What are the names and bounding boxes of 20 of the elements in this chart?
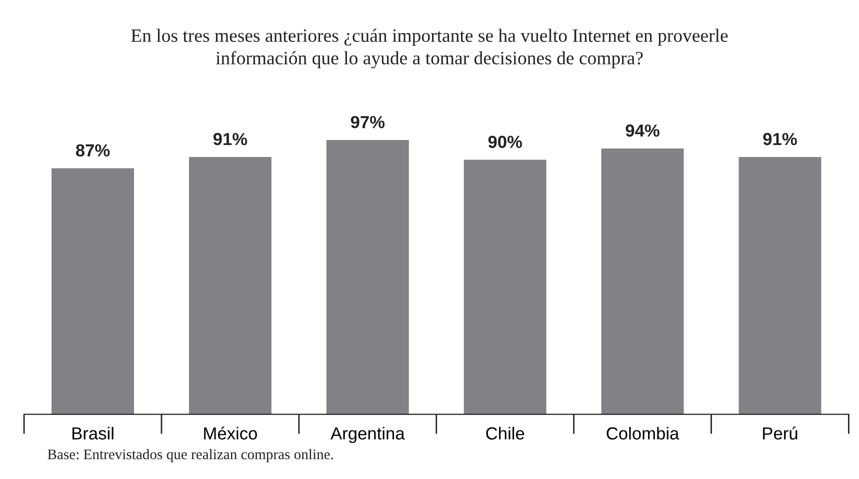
data-label: 91% [213,132,248,146]
data-label: 97% [350,116,385,128]
bar [601,148,684,414]
data-label: 94% [626,124,660,137]
bar [188,156,272,414]
data-label: 87% [76,144,110,157]
bar [738,156,822,414]
x-tick-label: Colombia [606,426,680,440]
bar [326,140,409,414]
x-tick-label: Chile [486,426,524,440]
text: Base: Entrevistados que realizan compras online. [48,449,333,462]
x-tick-label: Brasil [72,426,114,440]
chart-title: En los tres meses anteriores ¿cuán importante se ha vuelto Internet en proveerle información que lo ayude a tomar decisiones de compra? [131,28,728,68]
x-tick-label: México [204,426,257,440]
x-tick-label: Argentina [330,426,405,444]
x-tick-label: Perú [763,426,798,440]
data-label: 91% [763,132,797,146]
bar [52,168,134,414]
data-label: 90% [488,136,522,148]
bar [464,160,546,414]
